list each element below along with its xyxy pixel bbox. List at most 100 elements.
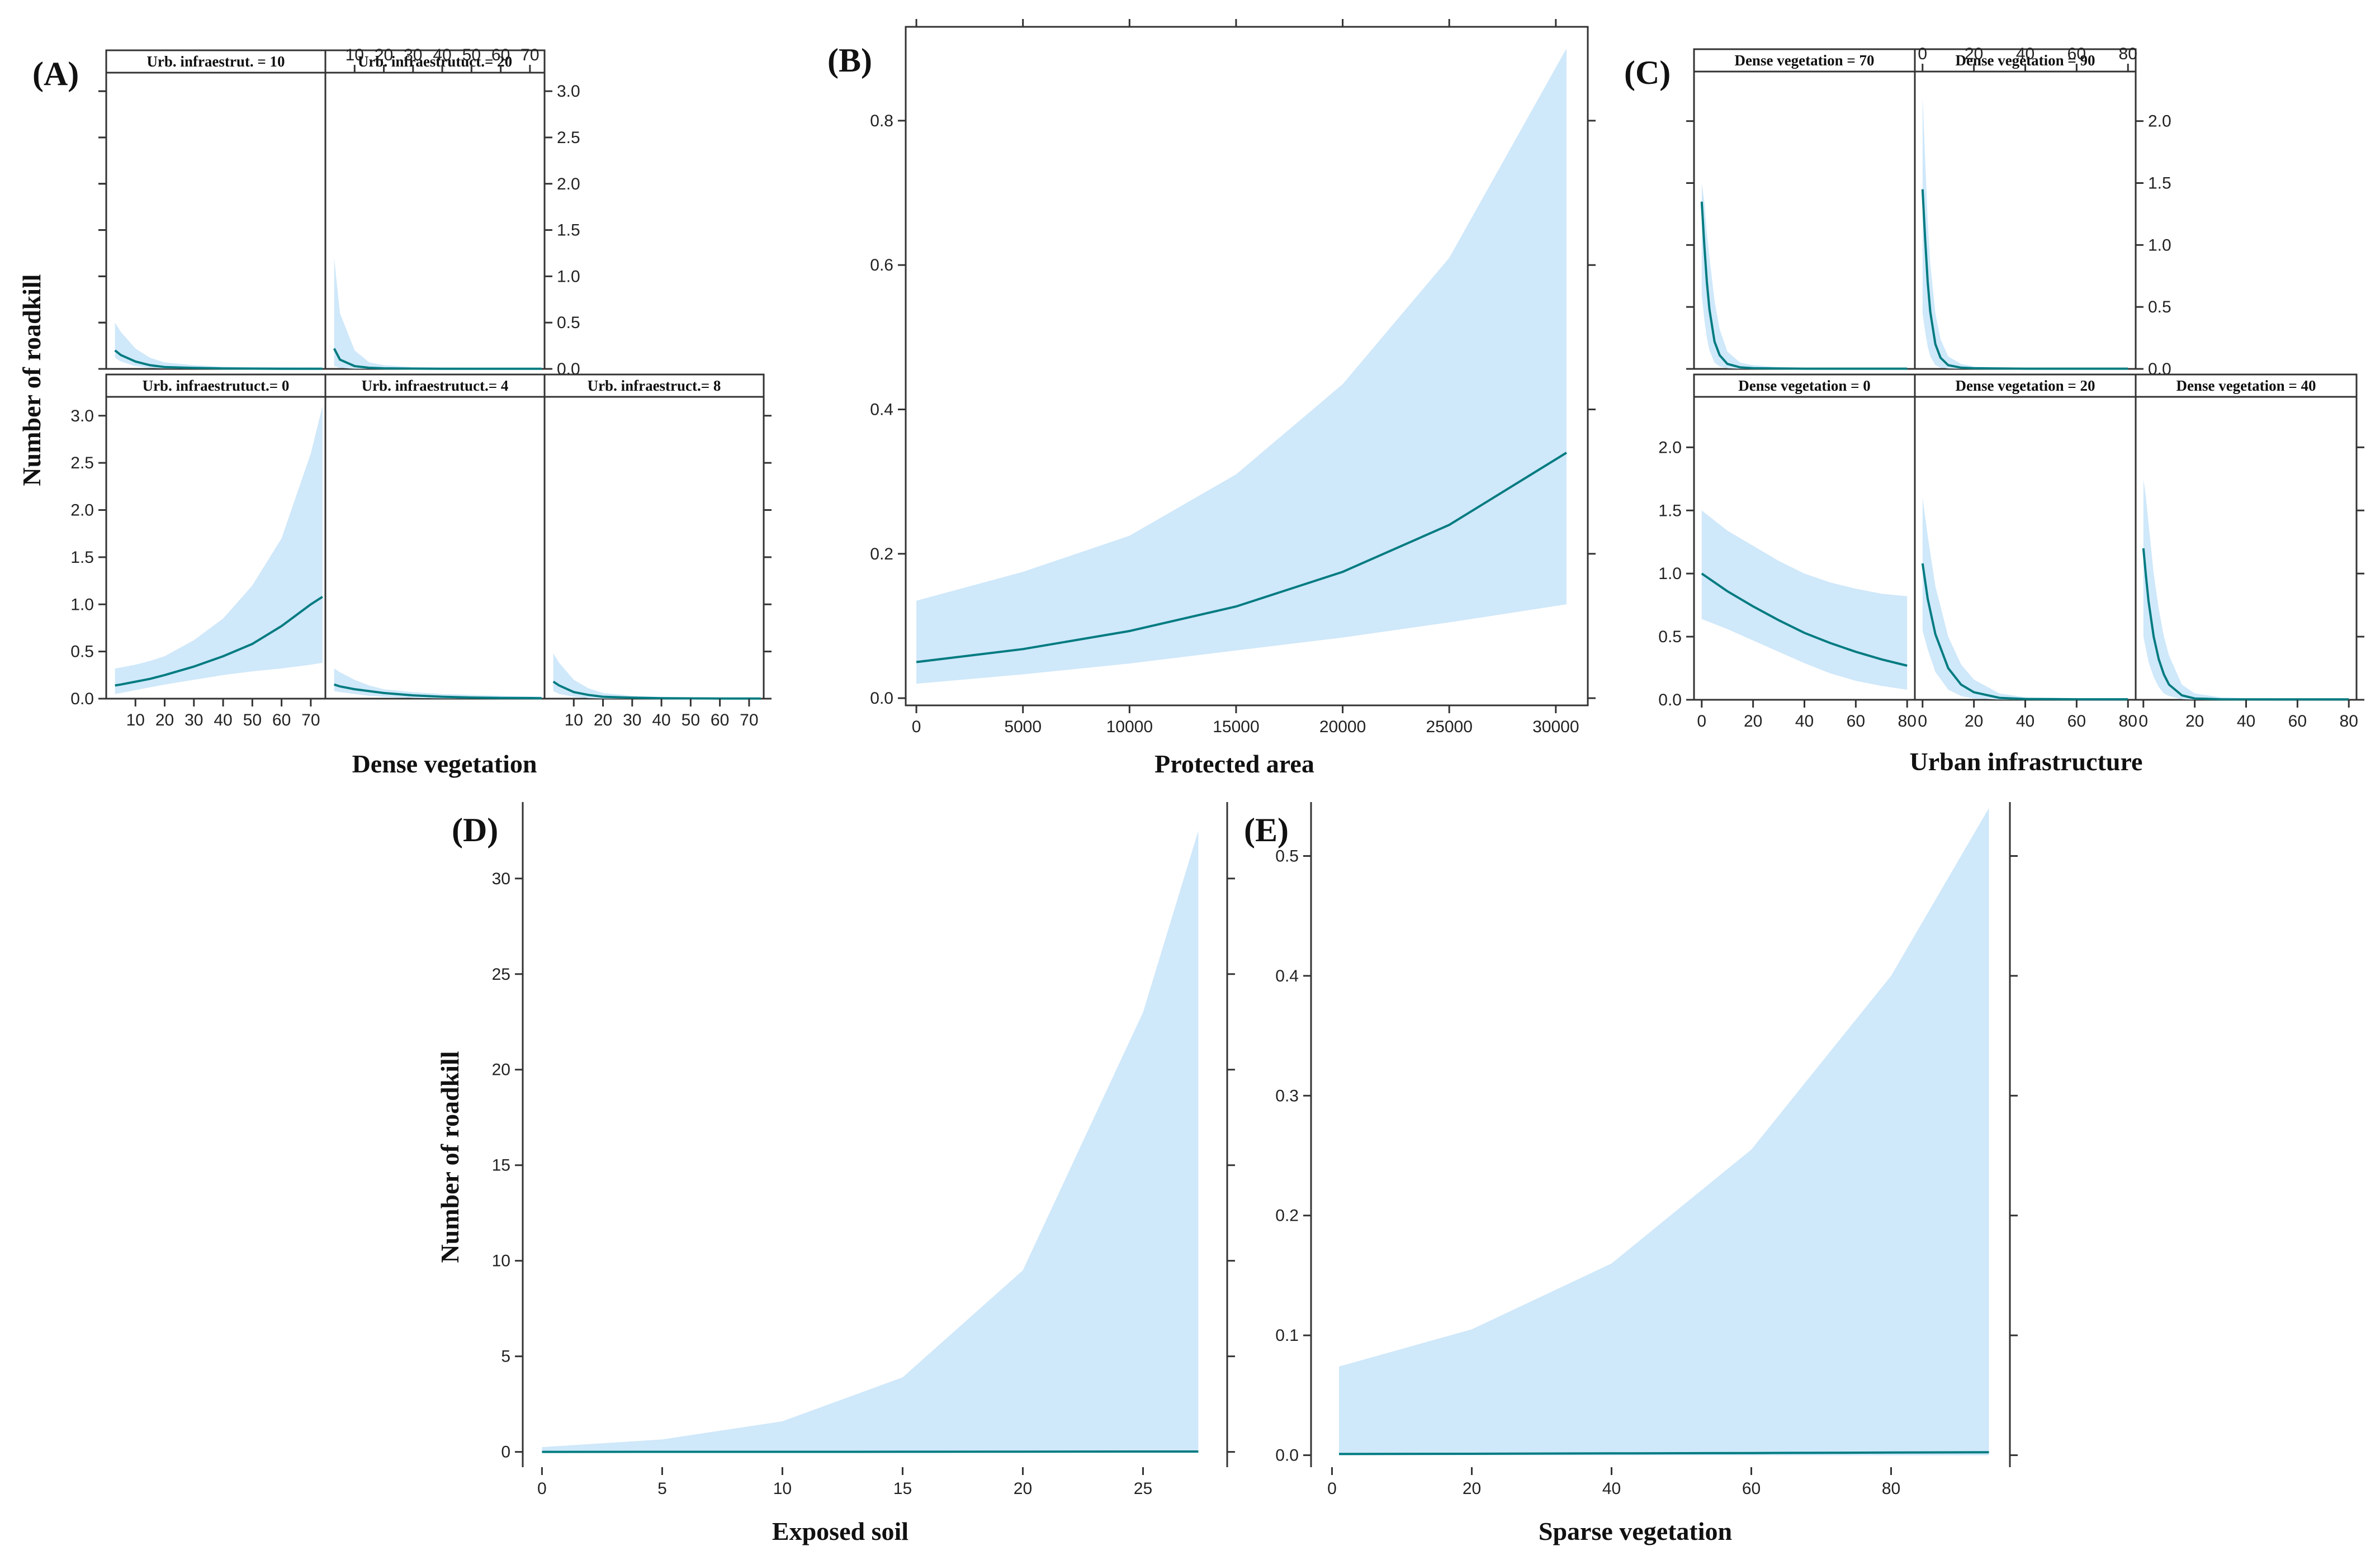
- panel-c-sub5-xtick-label: 80: [2340, 712, 2358, 731]
- panel-a-sub2-ytick-label: 2.5: [557, 129, 580, 147]
- charts-layer: Urb. infraestrut. = 10 Urb. infraestrutuc…: [70, 19, 2364, 1498]
- panel-a-sub3-ytick-label: 1.5: [70, 548, 94, 567]
- panel-c-sub3-ytick-label: 1.0: [1658, 565, 1682, 583]
- panel-a-sub5-frame: [543, 396, 765, 700]
- panel-c-x-label: Urban infrastructure: [1910, 747, 2143, 776]
- panel-a-sub4-frame: [324, 396, 546, 700]
- panel-a-sub3-ytick-label: 0.0: [70, 690, 94, 708]
- panel-a-sub3-ytick-label: 0.5: [70, 643, 94, 661]
- panel-c-sub1-frame: [1693, 70, 1916, 370]
- panel-a-sub5-strip: [543, 373, 765, 398]
- panel-c-sub4-xtick-label: 40: [2016, 712, 2034, 731]
- panel-a-sub5-xtick-label: 20: [594, 711, 612, 729]
- panel-e-xtick-label: 20: [1463, 1479, 1481, 1498]
- panel-a-sub2-strip: [324, 49, 546, 74]
- panel-a-x-label: Dense vegetation: [352, 750, 537, 778]
- panel-c-sub5-strip-label: Dense vegetation = 40: [2176, 377, 2316, 394]
- panel-label-a: (A): [32, 55, 79, 92]
- panel-label-d: (D): [452, 812, 498, 848]
- panel-a-sub1-strip-label: Urb. infraestrut. = 10: [146, 53, 285, 70]
- panel-c-sub2-xtick-label: 40: [2016, 45, 2034, 63]
- panel-a-sub1-confidence-band: [115, 323, 323, 369]
- panel-c-sub4-fitted-line: [1921, 563, 2128, 701]
- panel-a-sub3-xtick-label: 70: [301, 711, 320, 729]
- panel-b-xtick-label: 5000: [1004, 718, 1042, 736]
- panel-a-sub3-xtick-label: 10: [126, 711, 145, 729]
- panel-d-x-label: Exposed soil: [772, 1517, 909, 1545]
- panel-c-sub3-ytick-label: 0.0: [1658, 691, 1682, 709]
- panel-c-sub2-xtick-label: 60: [2067, 45, 2086, 63]
- panel-c-sub3-xtick-label: 0: [1697, 712, 1706, 731]
- panel-b-ytick-label: 0.4: [870, 400, 893, 419]
- panel-a-sub5-confidence-band: [553, 653, 761, 699]
- panel-a-sub5-xtick-label: 70: [740, 711, 758, 729]
- panel-c-sub3-xtick-label: 40: [1795, 712, 1814, 731]
- panel-c-sub5-xtick-label: 40: [2237, 712, 2255, 731]
- panel-c-sub2-ytick-label: 1.5: [2148, 174, 2171, 193]
- panel-d-xtick-label: 10: [773, 1479, 792, 1498]
- panel-a-sub2-xtick-label: 50: [462, 46, 481, 64]
- panel-c-sub3-strip-label: Dense vegetation = 0: [1738, 377, 1871, 394]
- panel-c-sub5-xtick-label: 0: [2138, 712, 2148, 731]
- panel-b-xtick-label: 25000: [1426, 718, 1472, 736]
- panel-c-sub3-ytick-label: 2.0: [1658, 438, 1682, 457]
- panel-c-sub1-confidence-band: [1701, 183, 1908, 369]
- panel-a-sub2-xtick-label: 40: [433, 46, 451, 64]
- panel-e-ytick-label: 0.5: [1275, 847, 1299, 865]
- panel-c-sub2-ytick-label: 0.5: [2148, 298, 2171, 316]
- panel-b-ytick-label: 0.0: [870, 689, 893, 708]
- panel-d-ytick-label: 10: [492, 1252, 510, 1270]
- panel-a-sub3-ytick-label: 2.0: [70, 501, 94, 520]
- panel-c-sub5-xtick-label: 60: [2288, 712, 2307, 731]
- panel-d-ytick-label: 30: [492, 870, 510, 888]
- panel-a-sub3-ytick-label: 1.0: [70, 595, 94, 614]
- panel-c-sub2-frame: [1914, 70, 2137, 370]
- panel-e-ytick-label: 0.2: [1275, 1207, 1299, 1225]
- panel-c-sub5-xtick-label: 20: [2185, 712, 2204, 731]
- panel-d-xtick-label: 15: [893, 1479, 912, 1498]
- panel-a-sub4-fitted-line: [334, 683, 542, 700]
- panel-c-sub4-confidence-band: [1922, 497, 2128, 700]
- panel-a-sub2-ytick-label: 2.0: [557, 175, 580, 193]
- panel-c-sub3-xtick-label: 20: [1744, 712, 1762, 731]
- panel-a-sub2-xtick-label: 60: [491, 46, 510, 64]
- panel-label-c: (C): [1624, 54, 1671, 91]
- panel-c-sub3-confidence-band: [1701, 510, 1908, 690]
- panel-d-ytick-label: 15: [492, 1156, 510, 1175]
- panel-c-sub4-xtick-label: 80: [2119, 712, 2137, 731]
- panel-e-ytick-label: 0.1: [1275, 1326, 1299, 1345]
- panel-c-sub3-ytick-label: 0.5: [1658, 628, 1682, 646]
- panel-c-sub3-fitted-line: [1701, 572, 1908, 667]
- panel-e-ytick-label: 0.0: [1275, 1447, 1299, 1465]
- panel-a-sub2-xtick-label: 70: [521, 46, 539, 64]
- panel-d-xtick-label: 25: [1134, 1479, 1152, 1498]
- panel-e-xtick-label: 0: [1327, 1479, 1337, 1498]
- panel-c-sub4-xtick-label: 20: [1965, 712, 1983, 731]
- panel-b-xtick-label: 20000: [1319, 718, 1366, 736]
- panel-a-sub1-fitted-line: [114, 349, 323, 370]
- panel-a-sub3-xtick-label: 40: [214, 711, 232, 729]
- panel-b-xtick-label: 0: [912, 718, 921, 736]
- panel-a-sub2-frame: [324, 72, 546, 370]
- panel-a-sub5-xtick-label: 10: [565, 711, 583, 729]
- panel-c-sub4-xtick-label: 0: [1918, 712, 1927, 731]
- panel-c-sub1-strip: [1693, 48, 1916, 73]
- panel-d-ytick-label: 25: [492, 965, 510, 984]
- panel-a-sub2-ytick-label: 0.5: [557, 314, 580, 332]
- panel-a-sub4-confidence-band: [334, 668, 542, 699]
- panel-d-y-label: Number of roadkill: [436, 1051, 464, 1263]
- panel-a-sub3-strip: [105, 373, 327, 398]
- panel-a-sub5-strip-label: Urb. infraestruct.= 8: [588, 377, 721, 394]
- panel-c-sub4-strip-label: Dense vegetation = 20: [1955, 377, 2095, 394]
- panel-a-sub3-ytick-label: 3.0: [70, 407, 94, 425]
- panel-d-xtick-label: 5: [657, 1479, 667, 1498]
- panel-a-sub2-ytick-label: 1.0: [557, 267, 580, 286]
- panel-a-sub2-fitted-line: [333, 348, 542, 370]
- panel-b-xtick-label: 10000: [1106, 718, 1153, 736]
- panel-a-sub3-xtick-label: 20: [155, 711, 174, 729]
- panel-a-sub2-confidence-band: [334, 258, 542, 369]
- panel-b-ytick-label: 0.6: [870, 256, 893, 274]
- panel-e-fitted-line: [1338, 1451, 1989, 1455]
- panel-a-sub3-fitted-line: [115, 596, 323, 687]
